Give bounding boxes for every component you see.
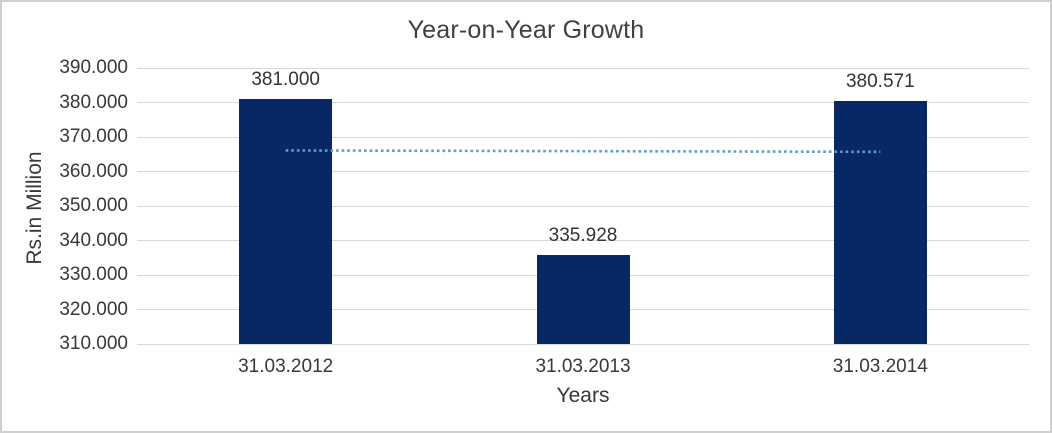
bar-31.03.2013 [536,254,630,344]
y-gridline [137,343,1029,345]
y-gridline [137,102,1029,103]
bar-31.03.2014 [833,100,927,344]
x-axis-tick-label: 31.03.2012 [238,356,334,377]
y-axis-tick-label: 360.000 [59,160,128,182]
bar-31.03.2012 [239,99,333,344]
x-axis-tick-label: 31.03.2014 [832,356,928,377]
bar-value-label: 381.000 [251,69,320,91]
x-axis-tick-label: 31.03.2013 [535,356,631,377]
y-gridline [137,136,1029,138]
y-axis-tick-label: 340.000 [59,229,128,251]
y-gridline [137,205,1029,207]
y-gridline [137,171,1029,172]
y-axis-tick-label: 320.000 [59,298,128,320]
y-gridline [137,240,1029,241]
y-axis-tick-label: 380.000 [59,91,128,113]
y-axis-tick-label: 390.000 [59,57,128,78]
chart-title: Year-on-Year Growth [407,16,645,44]
y-gridline [137,67,1029,69]
y-axis-tick-label: 350.000 [59,195,128,216]
y-axis-tick-label: 310.000 [59,333,128,354]
y-axis-tick-label: 330.000 [59,264,128,285]
x-axis-title: Years [556,384,610,407]
bar-value-label: 335.928 [548,224,618,246]
bar-value-label: 380.571 [845,70,915,92]
y-axis-tick-label: 370.000 [59,126,128,147]
